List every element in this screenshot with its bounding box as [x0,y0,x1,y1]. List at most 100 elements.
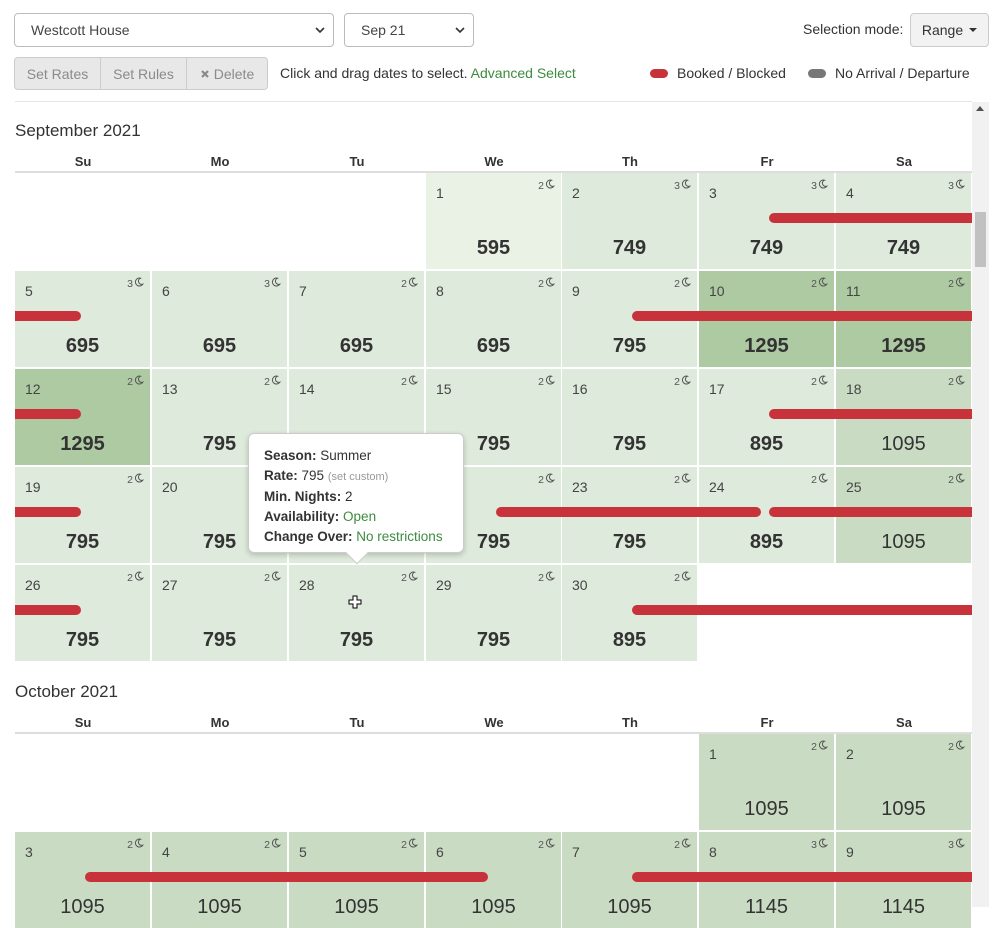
set-rates-label: Set Rates [26,65,89,82]
min-nights-value: 2 [538,179,544,192]
set-rates-button[interactable]: Set Rates [14,57,101,90]
booking-bar[interactable] [85,872,488,882]
min-nights-value: 3 [948,179,954,192]
moon-icon [407,277,419,290]
min-nights: 2 [538,838,556,851]
advanced-select-link[interactable]: Advanced Select [470,65,576,81]
weekday-header: Su [74,715,92,730]
min-nights-value: 2 [264,838,270,851]
moon-icon [817,740,829,753]
day-price: 1145 [881,896,925,918]
delete-label: Delete [213,65,255,82]
day-cell[interactable]: 8 2 695 [426,271,561,367]
weekday-header: Mo [210,154,230,169]
booking-bar[interactable] [15,507,81,517]
moon-icon [407,838,419,851]
day-price: 695 [65,335,100,357]
weekday-header: Sa [896,715,912,730]
min-nights-value: 2 [674,838,680,851]
day-cell[interactable]: 7 2 695 [289,271,424,367]
day-cell[interactable]: 6 3 695 [152,271,287,367]
booking-bar[interactable] [769,213,972,223]
day-cell[interactable]: 26 2 795 [15,565,150,661]
day-cell[interactable]: 27 2 795 [152,565,287,661]
min-nights-value: 2 [127,473,133,486]
moon-icon [544,375,556,388]
moon-icon [544,179,556,192]
x-icon [200,69,209,78]
min-nights: 2 [538,277,556,290]
min-nights-value: 2 [264,375,270,388]
booking-bar[interactable] [632,311,972,321]
day-number: 15 [436,381,452,397]
min-nights: 3 [674,179,692,192]
date-select[interactable]: Sep 21 [344,13,474,47]
scrollbar[interactable] [972,102,989,907]
day-number: 6 [162,283,170,299]
weekday-header: Mo [210,715,230,730]
delete-button[interactable]: Delete [186,57,268,90]
day-cell[interactable]: 28 2 795 [289,565,424,661]
min-nights: 2 [674,838,692,851]
scroll-up-arrow[interactable] [976,106,984,111]
booking-bar[interactable] [632,605,972,615]
min-nights: 3 [127,277,145,290]
selection-hint: Click and drag dates to select. Advanced… [280,65,576,81]
min-nights: 3 [811,838,829,851]
day-number: 17 [709,381,725,397]
moon-icon [270,277,282,290]
weekday-header: Th [622,154,638,169]
min-nights: 2 [811,375,829,388]
day-number: 7 [299,283,307,299]
min-nights-value: 3 [127,277,133,290]
day-price: 795 [202,629,237,651]
day-cell[interactable]: 16 2 795 [562,369,697,465]
weekday-header: Fr [760,154,774,169]
min-nights-value: 3 [948,838,954,851]
min-nights: 2 [264,571,282,584]
weekday-header: Su [74,154,92,169]
moon-icon [680,838,692,851]
min-nights: 2 [538,571,556,584]
min-nights-value: 2 [948,277,954,290]
day-cell[interactable]: 1 2 1095 [699,734,834,830]
booking-bar[interactable] [769,507,972,517]
moon-icon [817,375,829,388]
min-nights-value: 2 [401,375,407,388]
tooltip-changeover: No restrictions [356,529,443,544]
day-price: 1145 [744,896,788,918]
moon-icon [544,571,556,584]
min-nights-value: 2 [538,473,544,486]
booking-bar[interactable] [15,409,81,419]
tooltip-season-label: Season: [264,448,317,463]
day-price: 1095 [197,896,242,918]
booking-bar[interactable] [15,605,81,615]
booking-bar[interactable] [632,872,972,882]
day-price: 795 [612,433,647,455]
day-price: 749 [612,237,647,259]
weekday-header: We [484,154,504,169]
day-price: 1095 [881,531,926,553]
min-nights: 2 [674,277,692,290]
min-nights: 2 [401,571,419,584]
day-cell[interactable]: 2 2 1095 [836,734,971,830]
min-nights-value: 3 [674,179,680,192]
day-cell[interactable]: 29 2 795 [426,565,561,661]
day-cell[interactable]: 2 3 749 [562,173,697,269]
min-nights-value: 2 [674,277,680,290]
booking-bar[interactable] [769,409,972,419]
month-title: September 2021 [15,121,141,140]
booking-bar[interactable] [496,507,761,517]
day-price: 795 [339,629,374,651]
day-cell[interactable]: 1 2 595 [426,173,561,269]
day-number: 29 [436,577,452,593]
moon-icon [270,571,282,584]
weekday-header: Th [622,715,638,730]
booking-bar[interactable] [15,311,81,321]
tooltip-rate-note: (set custom) [327,471,389,483]
set-rules-button[interactable]: Set Rules [100,57,187,90]
scroll-thumb[interactable] [975,212,986,267]
selection-mode-dropdown[interactable]: Range [910,13,989,47]
day-price: 595 [476,237,511,259]
property-select[interactable]: Westcott House [14,13,334,47]
